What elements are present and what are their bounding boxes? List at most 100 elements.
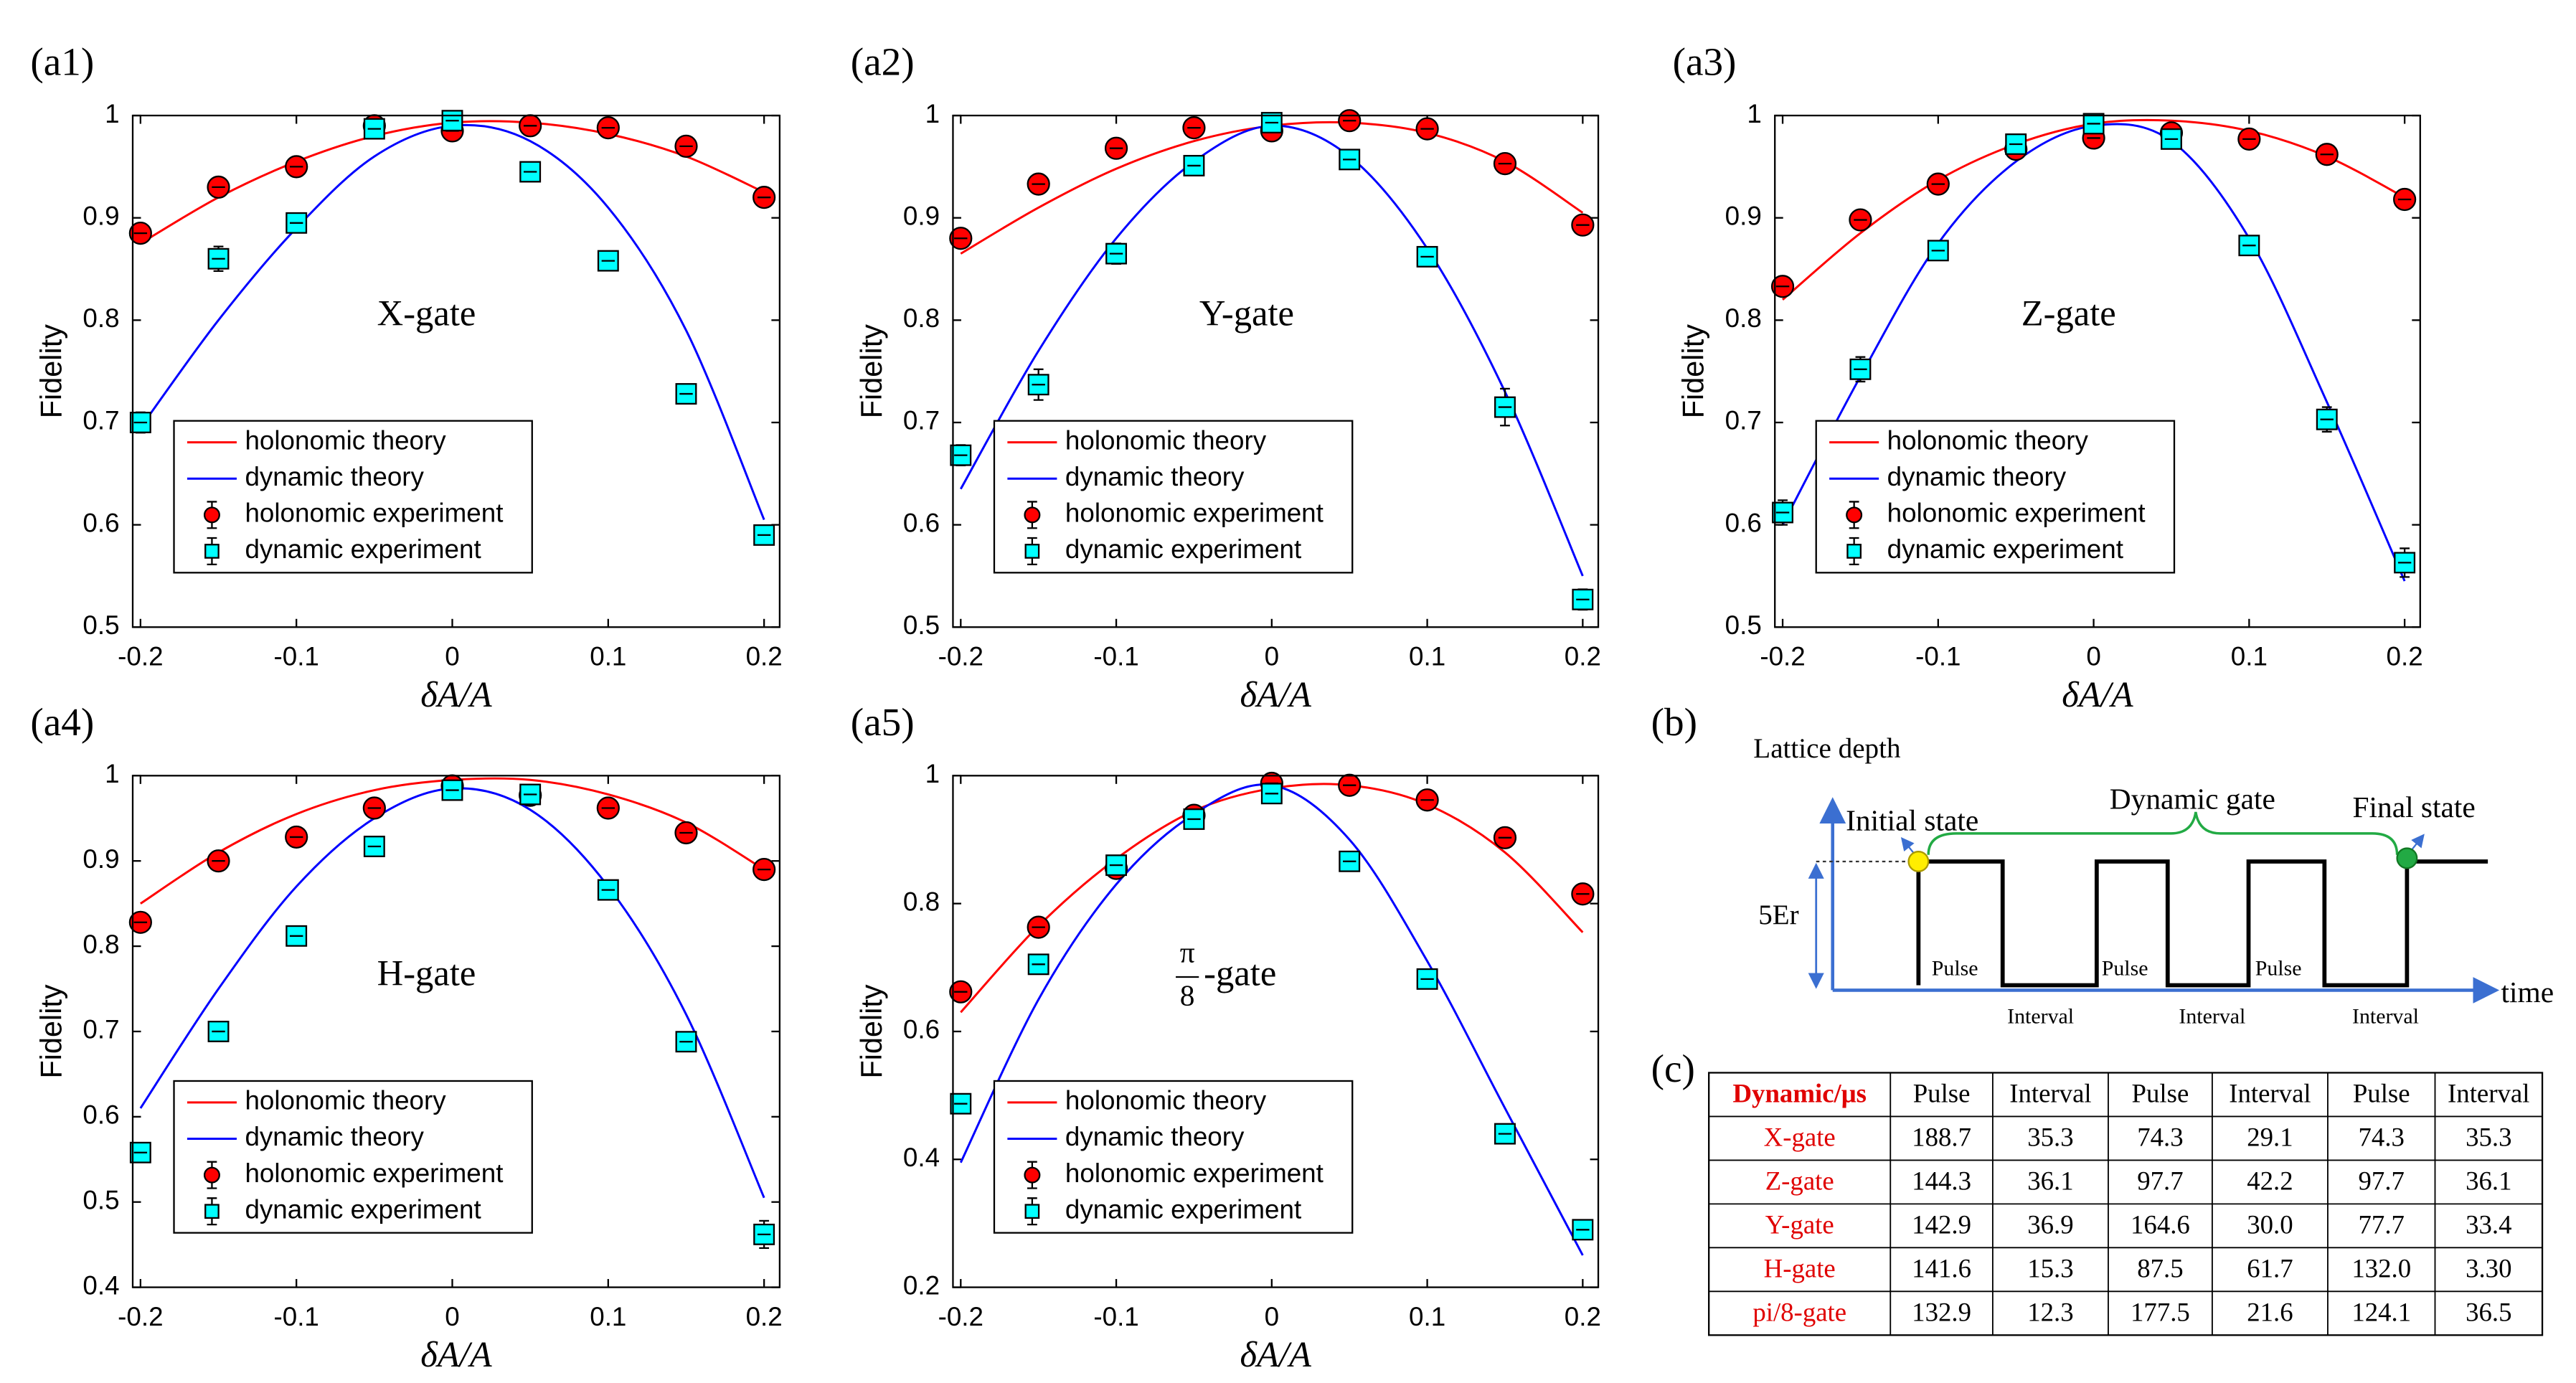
x-axis-label: δA/A xyxy=(1240,674,1313,714)
table-cell: 164.6 xyxy=(2131,1210,2190,1240)
table-cell: 124.1 xyxy=(2351,1298,2411,1327)
table-cell: 188.7 xyxy=(1912,1123,1971,1152)
axis-label: Lattice depth xyxy=(1753,733,1901,764)
legend-box xyxy=(993,1080,1354,1234)
x-axis-label: δA/A xyxy=(2062,674,2134,714)
x-axis-label: δA/A xyxy=(420,1334,493,1374)
y-tick-label: 0.4 xyxy=(82,1270,119,1300)
annotation: H-gate xyxy=(377,953,476,993)
table-cell: 36.1 xyxy=(2027,1166,2073,1196)
point xyxy=(204,1204,220,1219)
legend-label: holonomic experiment xyxy=(1065,1158,1324,1188)
annotation: Y-gate xyxy=(1199,293,1294,333)
table-cell: Pulse xyxy=(2132,1079,2189,1108)
annotation: Z-gate xyxy=(2021,293,2116,333)
y-tick-label: 1 xyxy=(105,99,119,128)
table-cell: 74.3 xyxy=(2137,1123,2183,1152)
pointer xyxy=(2410,834,2425,852)
legend-label: dynamic experiment xyxy=(1065,1194,1301,1224)
legend-label: holonomic experiment xyxy=(245,499,503,528)
pulse-label: Pulse xyxy=(1932,957,1978,981)
y-tick-label: 0.8 xyxy=(903,303,940,333)
x-tick-label: -0.1 xyxy=(1915,642,1961,671)
y-tick-label: 1 xyxy=(925,99,940,128)
x-tick-label: 0.2 xyxy=(1565,1302,1601,1331)
x-tick-label: 0 xyxy=(1265,1302,1279,1331)
table-cell: 36.1 xyxy=(2466,1166,2511,1196)
legend: holonomic theory dynamic theory holonomic … xyxy=(1815,420,2176,574)
panel-label: (b) xyxy=(1651,700,1697,744)
pulse-label: Pulse xyxy=(2102,957,2148,981)
legend-label: dynamic theory xyxy=(245,462,424,491)
annotation: X-gate xyxy=(377,293,476,333)
chart-panel: (a1) 0.5 0.6 0.7 0.8 0.9 1 -0.2 -0.1 0 0.1 0.2 Fidel… xyxy=(30,40,782,714)
point xyxy=(1024,506,1041,524)
point xyxy=(1846,506,1863,524)
x-tick-label: 0.1 xyxy=(590,1302,626,1331)
y-tick-label: 0.8 xyxy=(82,930,119,959)
annotation: 8 xyxy=(1180,978,1195,1011)
table-cell: Pulse xyxy=(2353,1079,2410,1108)
point xyxy=(203,1166,220,1184)
y-tick-label: 0.7 xyxy=(903,406,940,435)
legend-label: holonomic experiment xyxy=(245,1158,503,1188)
point xyxy=(1024,1204,1040,1219)
table-cell: 21.6 xyxy=(2247,1298,2293,1327)
y-tick-label: 0.6 xyxy=(1725,508,1762,537)
brace xyxy=(1927,811,2399,855)
axes-frame xyxy=(952,775,1600,1288)
legend-label: dynamic theory xyxy=(1065,462,1245,491)
table-cell: 42.2 xyxy=(2247,1166,2293,1196)
legend-label: dynamic theory xyxy=(1887,462,2067,491)
x-tick-label: -0.1 xyxy=(1093,642,1138,671)
initial-point xyxy=(1907,851,1930,872)
x-tick-label: 0 xyxy=(1265,642,1279,671)
legend-box xyxy=(173,1080,533,1234)
chart-panel: (a3) 0.5 0.6 0.7 0.8 0.9 1 -0.2 -0.1 0 0.1 0.2 Fidel… xyxy=(1673,40,2423,714)
legend-label: dynamic experiment xyxy=(1065,534,1301,564)
table-cell: 141.6 xyxy=(1912,1254,1971,1283)
point xyxy=(204,544,220,559)
legend-label: holonomic theory xyxy=(245,1086,446,1115)
table-cell: 36.5 xyxy=(2466,1298,2511,1327)
x-tick-label: -0.2 xyxy=(938,1302,983,1331)
state-label: Initial state xyxy=(1846,804,1978,837)
x-axis-label: δA/A xyxy=(1240,1334,1313,1374)
legend-label: dynamic experiment xyxy=(245,534,481,564)
table-cell: X-gate xyxy=(1764,1123,1836,1152)
y-tick-label: 0.6 xyxy=(82,508,119,537)
panel-label: (a5) xyxy=(851,700,915,744)
table-cell: 87.5 xyxy=(2137,1254,2183,1283)
x-tick-label: 0 xyxy=(445,642,459,671)
x-tick-label: -0.2 xyxy=(118,642,163,671)
table-cell: 35.3 xyxy=(2027,1123,2073,1152)
y-tick-label: 0.5 xyxy=(82,1185,119,1214)
y-tick-label: 0.8 xyxy=(82,303,119,333)
final-point xyxy=(2396,847,2418,869)
table-cell: Interval xyxy=(2448,1079,2529,1108)
table-cell: Interval xyxy=(2009,1079,2091,1108)
panel-label: (a1) xyxy=(30,40,94,84)
legend-label: holonomic theory xyxy=(1887,425,2089,455)
legend-label: dynamic theory xyxy=(1065,1122,1245,1151)
legend: holonomic theory dynamic theory holonomic … xyxy=(993,420,1354,574)
y-tick-label: 0.5 xyxy=(1725,610,1762,640)
y-axis-label: Fidelity xyxy=(855,984,888,1078)
panel-label: (c) xyxy=(1651,1047,1695,1090)
table-cell: 77.7 xyxy=(2359,1210,2405,1240)
point xyxy=(1024,1166,1041,1184)
legend: holonomic theory dynamic theory holonomic … xyxy=(173,1080,533,1234)
table-cell: 30.0 xyxy=(2247,1210,2293,1240)
y-tick-label: 0.4 xyxy=(903,1143,940,1172)
y-tick-label: 1 xyxy=(105,759,119,788)
y-axis-label: Fidelity xyxy=(35,984,68,1078)
axes-frame xyxy=(1774,114,2421,628)
table-cell: 15.3 xyxy=(2027,1254,2073,1283)
y-tick-label: 0.9 xyxy=(82,844,119,874)
legend-label: holonomic experiment xyxy=(1887,499,2146,528)
point xyxy=(203,506,220,524)
legend-label: holonomic theory xyxy=(245,425,446,455)
chart-panel: (a5) 0.2 0.4 0.6 0.8 1 -0.2 -0.1 0 0.1 0.2 Fidelity… xyxy=(851,700,1601,1374)
point xyxy=(1024,544,1040,559)
legend-box xyxy=(1815,420,2176,574)
